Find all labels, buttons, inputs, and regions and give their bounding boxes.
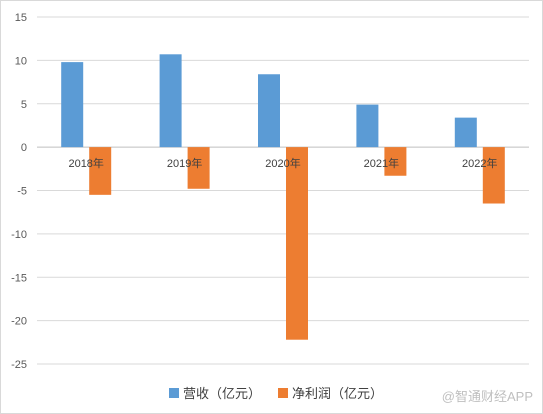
x-category-label: 2019年	[167, 156, 202, 170]
net-profit-bar	[89, 147, 112, 195]
y-tick-label: -25	[11, 359, 27, 371]
x-category-label: 2018年	[68, 156, 103, 170]
y-tick-label: -20	[11, 316, 27, 328]
legend-label-net-profit: 净利润（亿元）	[292, 386, 383, 401]
legend-swatch-net-profit	[278, 388, 288, 398]
x-category-label: 2022年	[462, 156, 497, 170]
y-tick-label: 5	[21, 99, 27, 111]
y-tick-label: 15	[15, 12, 27, 24]
watermark-text: @智通财经APP	[442, 389, 533, 404]
gridlines	[37, 16, 529, 365]
revenue-bar	[159, 54, 182, 148]
x-axis-labels: 2018年 2019年 2020年 2021年 2022年	[68, 156, 497, 170]
net-profit-bar	[384, 147, 407, 176]
y-tick-label: 0	[21, 142, 27, 154]
revenue-bar	[356, 104, 379, 148]
y-tick-label: -5	[17, 186, 27, 198]
revenue-bar	[61, 62, 84, 148]
net-profit-bar	[286, 147, 308, 340]
revenue-bar	[454, 117, 477, 148]
y-axis: 15 10 5 0 -5 -10 -15 -20 -25	[11, 12, 27, 371]
legend-swatch-revenue	[169, 388, 179, 398]
y-tick-label: -15	[11, 272, 27, 284]
y-tick-label: 10	[15, 55, 27, 67]
legend: 营收（亿元） 净利润（亿元）	[169, 386, 383, 401]
net-profit-bar	[187, 147, 210, 189]
revenue-bar	[258, 74, 280, 148]
bars	[61, 54, 505, 340]
x-category-label: 2020年	[265, 156, 300, 170]
net-profit-bar	[482, 147, 505, 204]
legend-label-revenue: 营收（亿元）	[183, 386, 261, 401]
y-tick-label: -10	[11, 229, 27, 241]
x-category-label: 2021年	[364, 156, 399, 170]
